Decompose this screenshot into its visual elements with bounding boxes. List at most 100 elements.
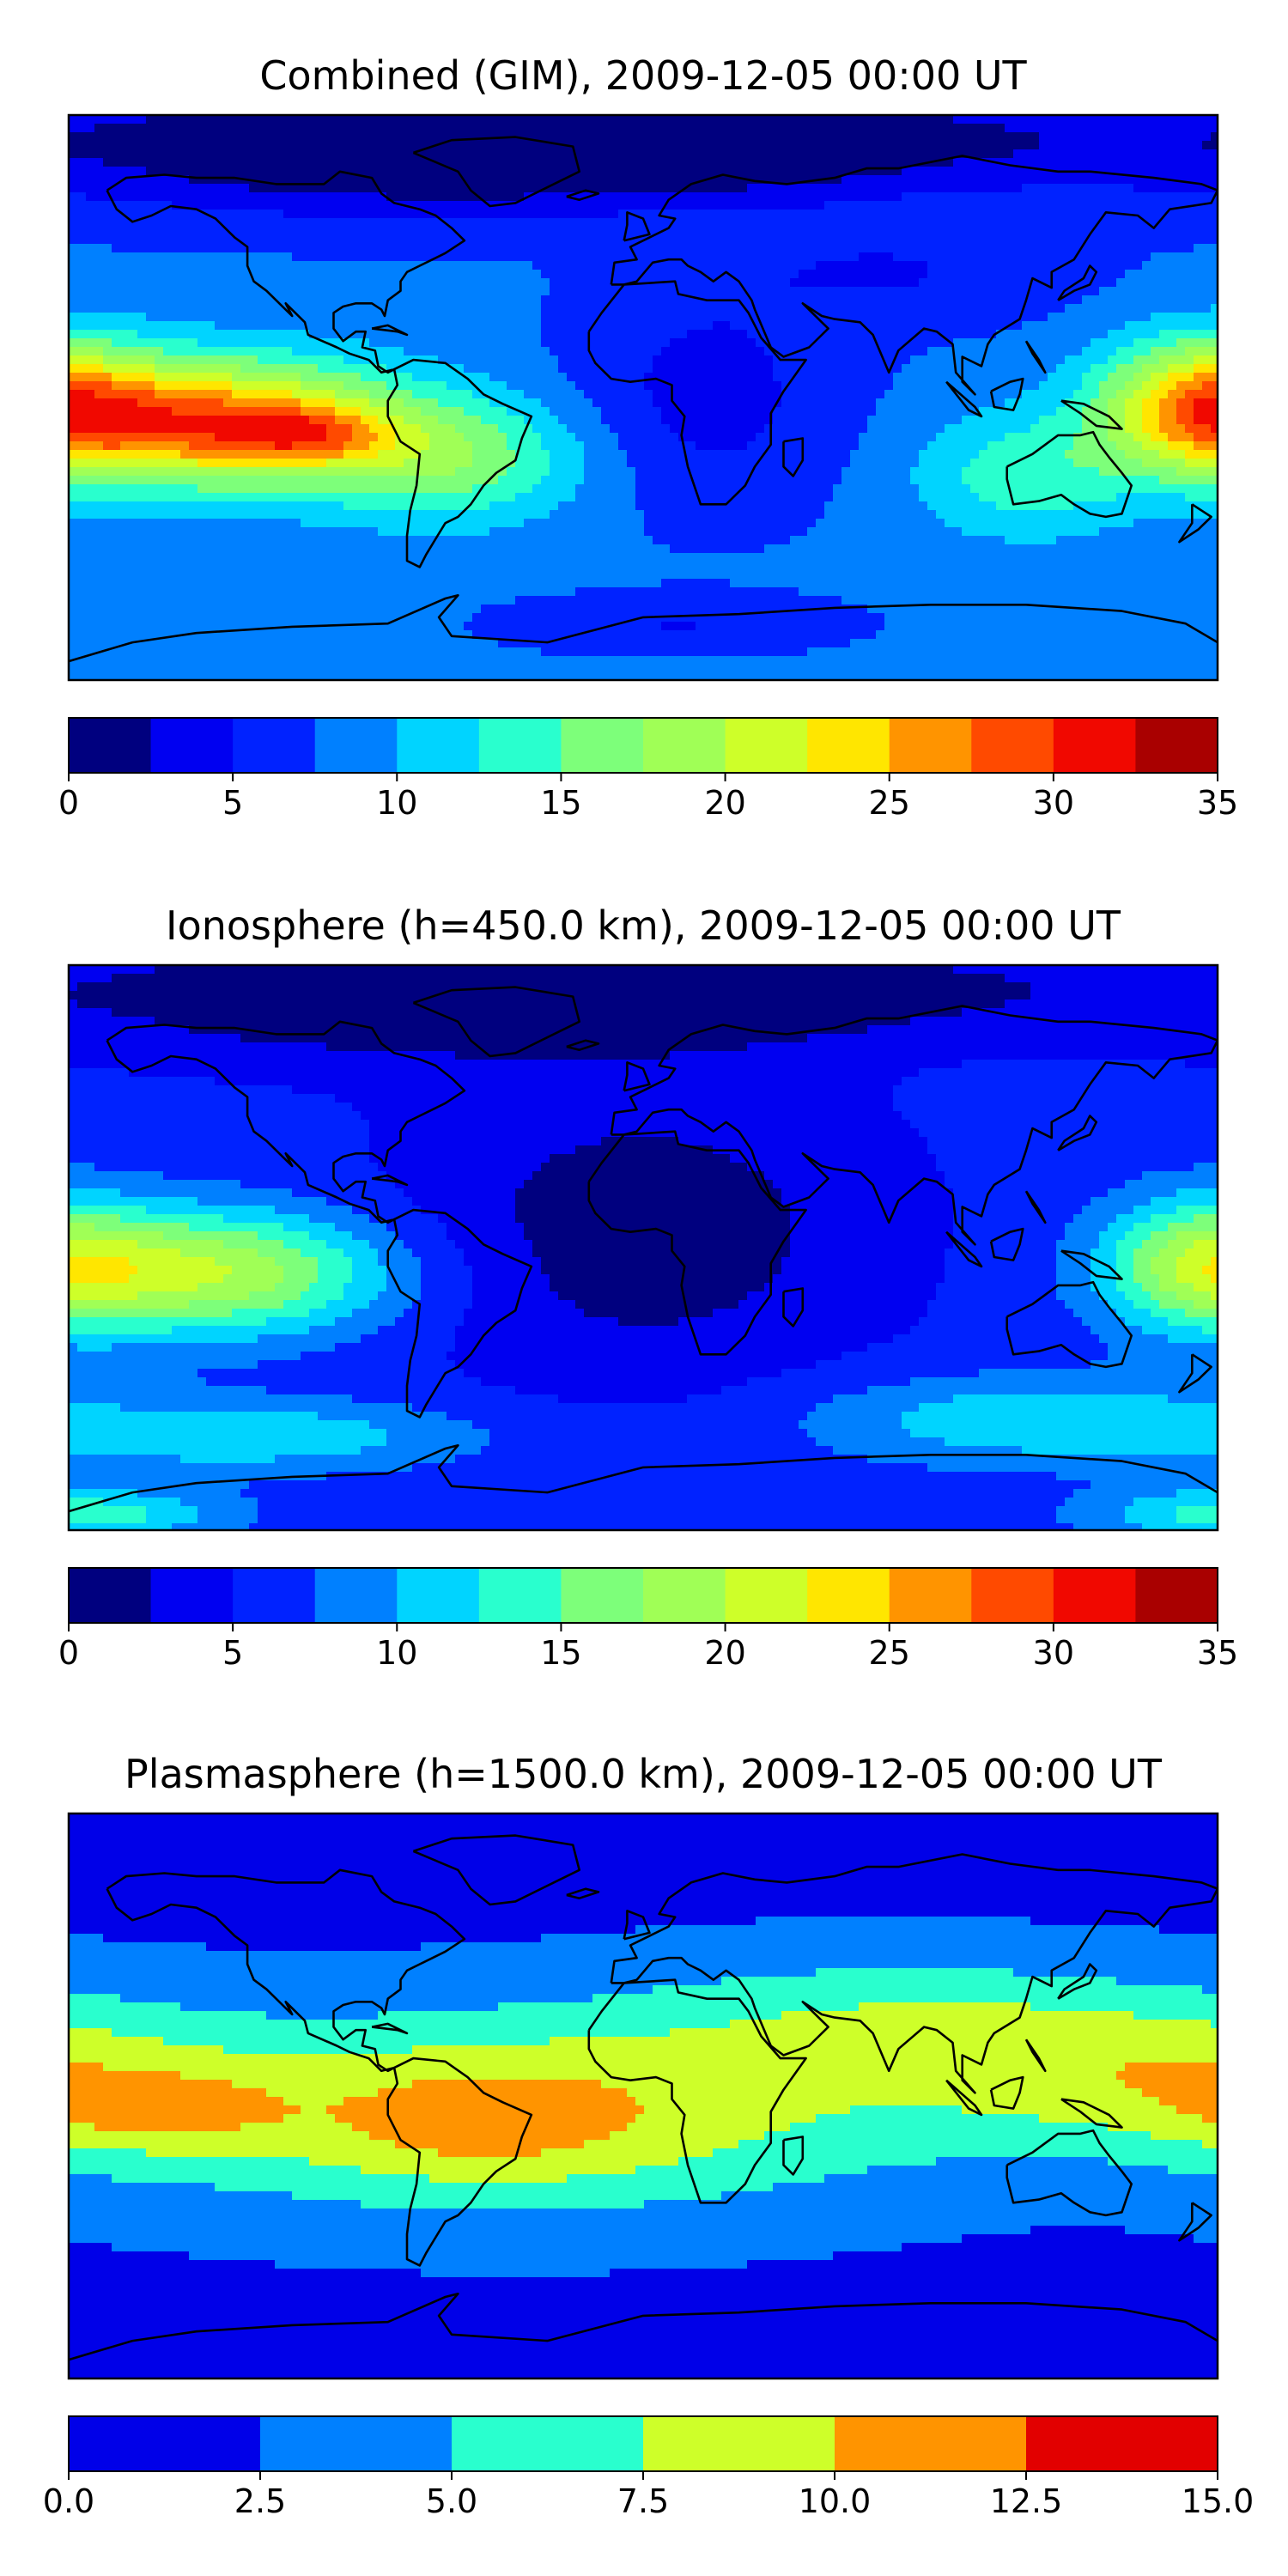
field-cell xyxy=(180,124,190,133)
field-cell xyxy=(584,467,593,477)
field-cell xyxy=(438,227,447,236)
field-cell xyxy=(146,527,155,537)
field-cell xyxy=(635,424,645,434)
field-cell xyxy=(498,149,507,159)
field-cell xyxy=(112,330,121,339)
field-cell xyxy=(335,390,344,399)
field-cell xyxy=(412,416,422,425)
field-cell xyxy=(69,141,78,150)
field-cell xyxy=(240,398,250,408)
field-cell xyxy=(283,278,293,288)
field-cell xyxy=(180,167,190,176)
field-cell xyxy=(112,587,121,597)
field-cell xyxy=(541,261,550,270)
field-cell xyxy=(240,605,250,614)
field-cell xyxy=(275,210,284,219)
field-cell xyxy=(172,536,181,545)
field-cell xyxy=(309,373,319,382)
field-cell xyxy=(137,218,147,228)
field-cell xyxy=(318,304,327,313)
field-cell xyxy=(429,227,439,236)
field-cell xyxy=(678,338,688,348)
field-cell xyxy=(661,313,671,322)
field-cell xyxy=(678,227,688,236)
field-cell xyxy=(447,398,456,408)
field-cell xyxy=(498,493,507,502)
field-cell xyxy=(137,398,147,408)
field-cell xyxy=(704,450,714,459)
field-cell xyxy=(146,330,155,339)
field-cell xyxy=(661,467,671,477)
field-cell xyxy=(223,484,233,494)
field-cell xyxy=(618,321,628,331)
field-cell xyxy=(215,115,224,125)
field-cell xyxy=(112,398,121,408)
field-cell xyxy=(429,192,439,202)
field-cell xyxy=(592,579,602,588)
field-cell xyxy=(352,416,361,425)
field-cell xyxy=(197,227,207,236)
field-cell xyxy=(704,562,714,571)
field-cell xyxy=(395,192,404,202)
field-cell xyxy=(507,184,516,193)
field-cell xyxy=(361,519,370,528)
field-cell xyxy=(69,596,78,605)
field-cell xyxy=(558,639,568,648)
field-cell xyxy=(670,647,679,657)
field-cell xyxy=(678,149,688,159)
field-cell xyxy=(498,295,507,305)
field-cell xyxy=(404,433,413,442)
field-cell xyxy=(77,287,87,296)
field-cell xyxy=(507,115,516,125)
field-cell xyxy=(404,321,413,331)
field-cell xyxy=(412,424,422,434)
field-cell xyxy=(575,252,585,262)
field-cell xyxy=(515,630,525,640)
field-cell xyxy=(249,647,258,657)
field-cell xyxy=(550,175,559,185)
field-cell xyxy=(524,570,533,580)
field-cell xyxy=(421,519,430,528)
field-cell xyxy=(69,287,78,296)
field-cell xyxy=(129,673,138,680)
field-cell xyxy=(447,338,456,348)
field-cell xyxy=(309,381,319,391)
field-cell xyxy=(644,373,653,382)
field-cell xyxy=(378,175,387,185)
field-cell xyxy=(464,295,473,305)
field-cell xyxy=(644,201,653,210)
field-cell xyxy=(223,587,233,597)
field-cell xyxy=(232,665,241,674)
field-cell xyxy=(618,355,628,365)
field-cell xyxy=(86,622,95,631)
field-cell xyxy=(129,407,138,416)
field-cell xyxy=(386,510,396,519)
field-cell xyxy=(206,501,216,511)
field-cell xyxy=(86,630,95,640)
field-cell xyxy=(687,630,696,640)
field-cell xyxy=(146,579,155,588)
field-cell xyxy=(464,124,473,133)
field-cell xyxy=(86,210,95,219)
field-cell xyxy=(584,407,593,416)
field-cell xyxy=(249,184,258,193)
field-cell xyxy=(103,459,112,468)
field-cell xyxy=(464,622,473,631)
field-cell xyxy=(240,656,250,665)
field-cell xyxy=(206,115,216,125)
field-cell xyxy=(369,115,379,125)
field-cell xyxy=(172,201,181,210)
field-cell xyxy=(610,115,619,125)
field-cell xyxy=(163,424,173,434)
field-cell xyxy=(464,510,473,519)
field-cell xyxy=(455,295,465,305)
field-cell xyxy=(318,175,327,185)
field-cell xyxy=(438,278,447,288)
field-cell xyxy=(429,639,439,648)
field-cell xyxy=(258,553,267,562)
field-cell xyxy=(197,304,207,313)
field-cell xyxy=(206,424,216,434)
field-cell xyxy=(275,605,284,614)
field-cell xyxy=(112,450,121,459)
field-cell xyxy=(541,295,550,305)
